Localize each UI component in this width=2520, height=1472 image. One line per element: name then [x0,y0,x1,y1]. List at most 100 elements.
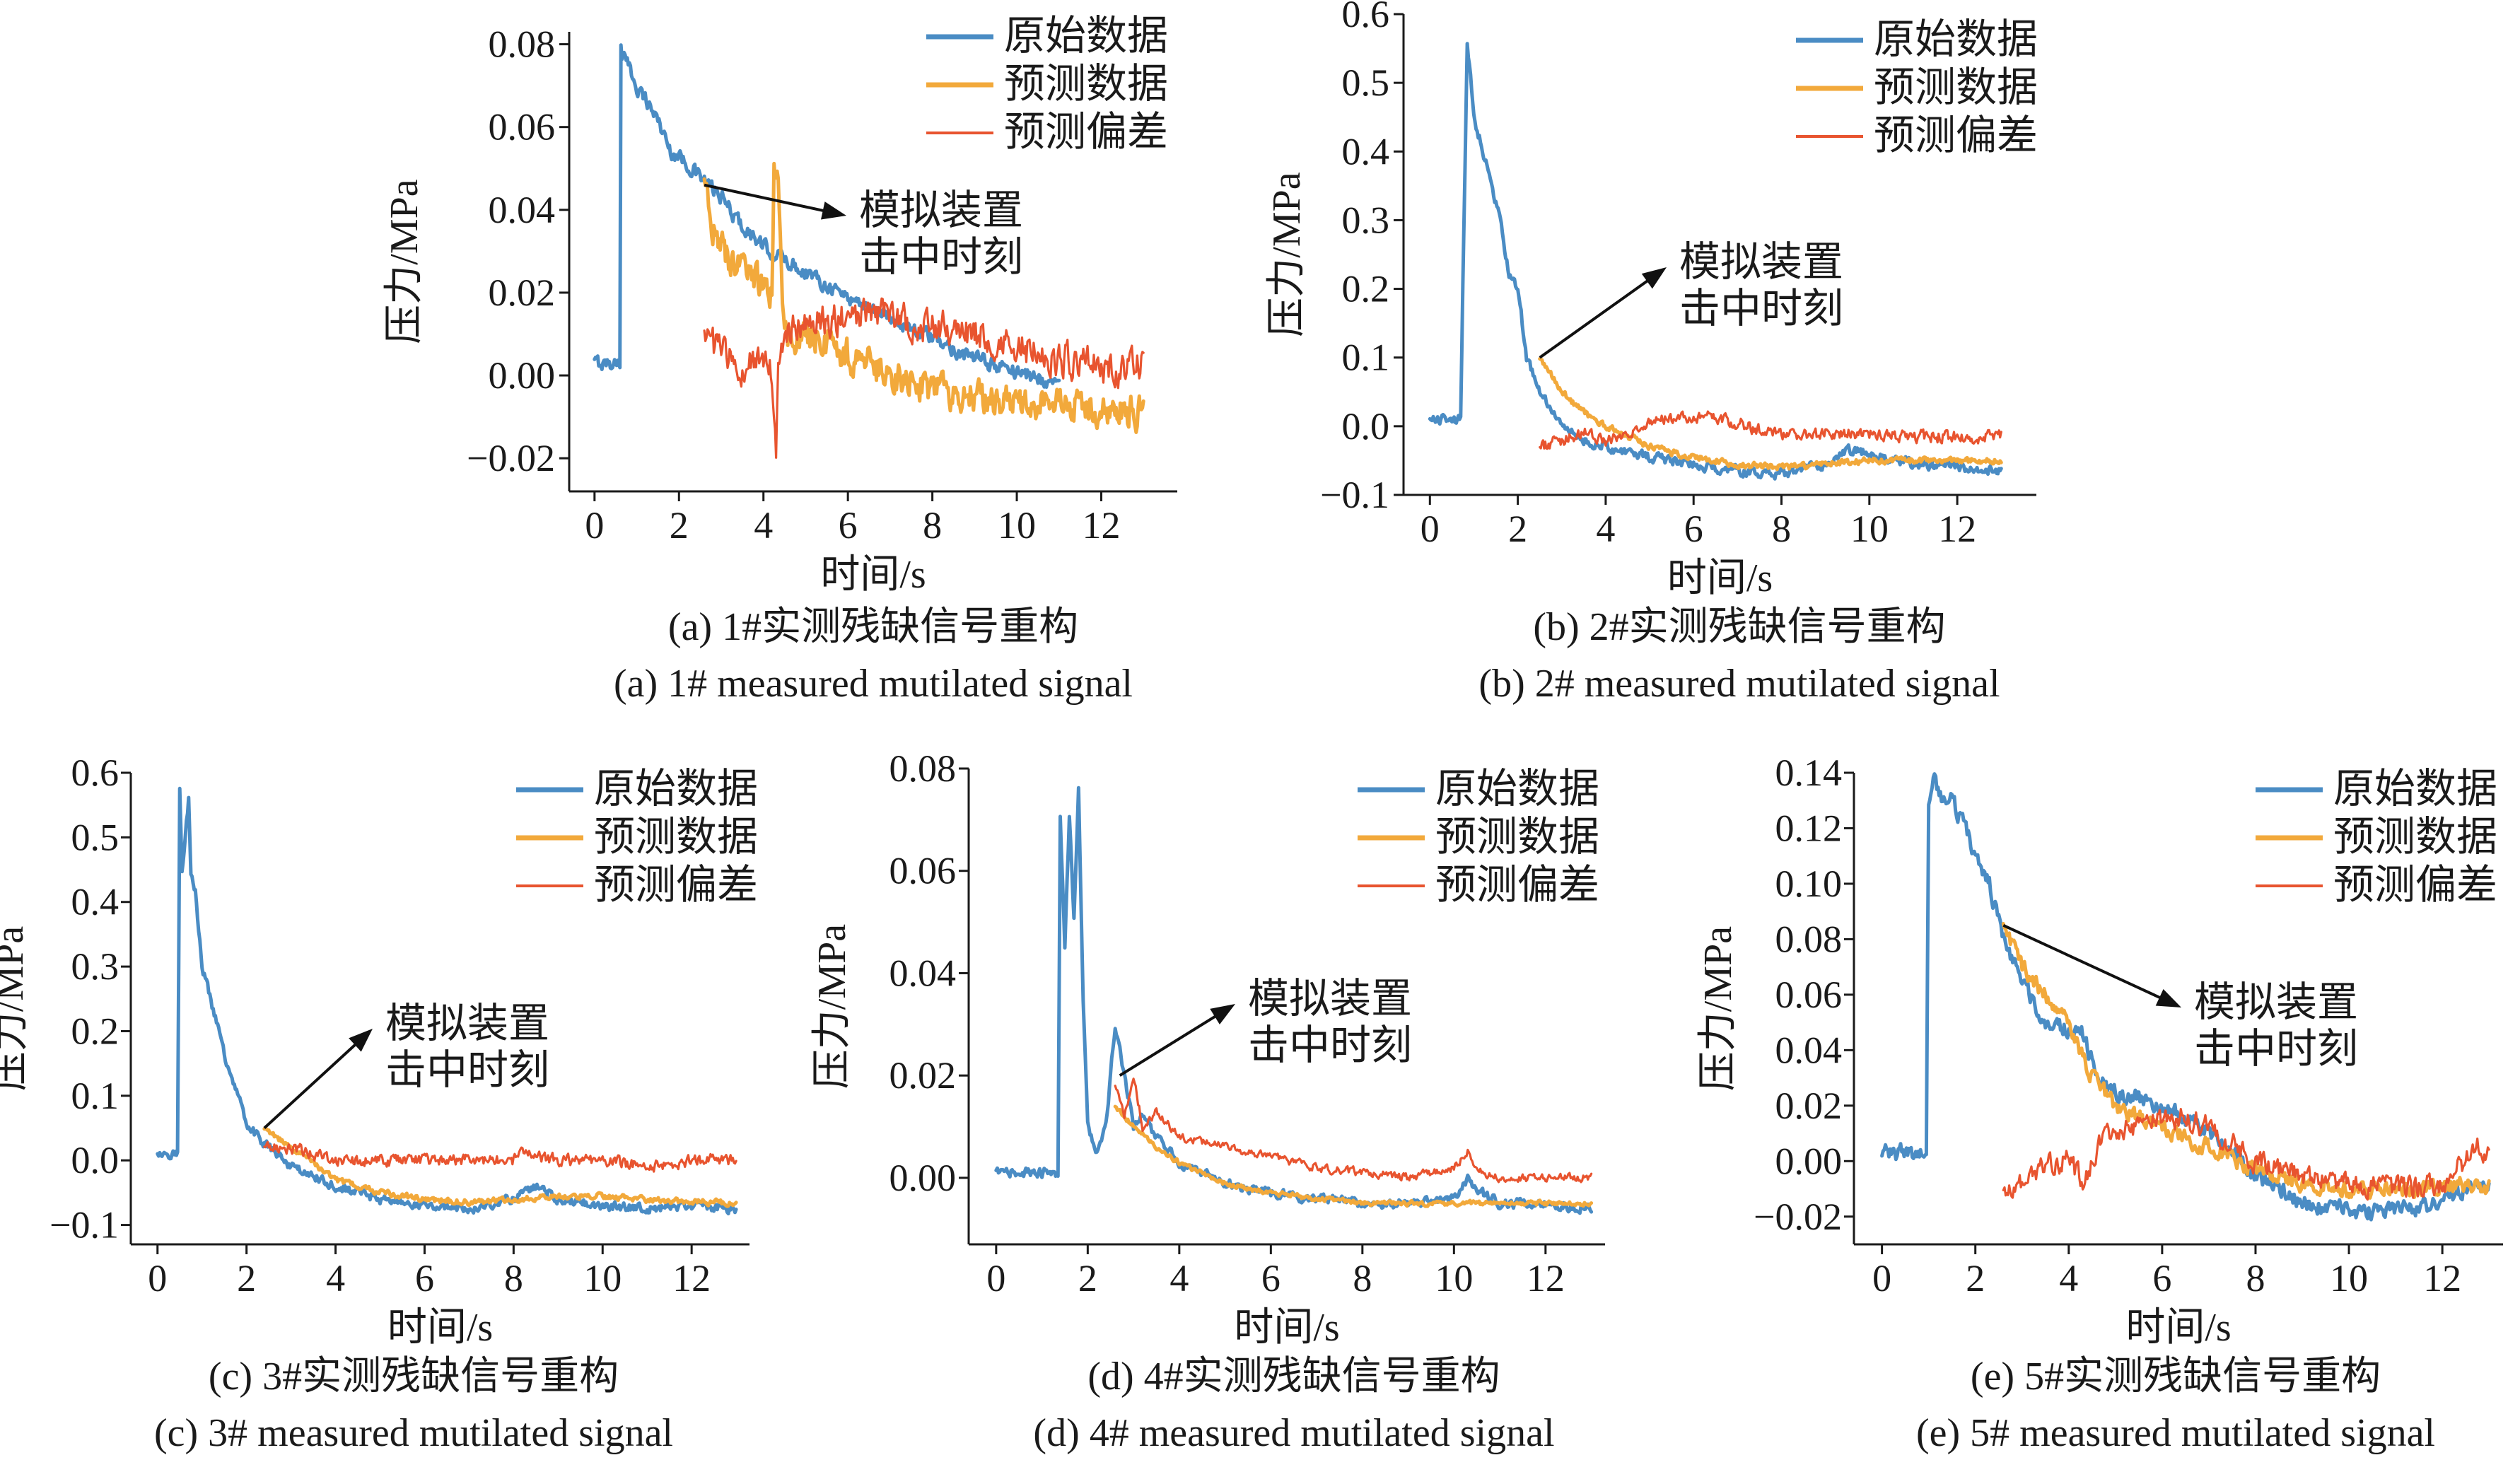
x-axis-title: 时间/s [2125,1306,2231,1350]
legend-label: 预测偏差 [1004,109,1168,155]
y-tick-label: −0.02 [1754,1196,1842,1238]
x-tick-label: 2 [237,1257,256,1299]
y-axis-title: 压力/MPa [383,179,426,344]
x-tick-label: 6 [1261,1257,1281,1299]
annotation-arrow [1119,1011,1222,1077]
x-axis-title: 时间/s [1234,1306,1339,1350]
legend-label: 预测数据 [1004,61,1168,107]
y-axis-title: 压力/MPa [810,924,854,1089]
caption-en: (a) 1# measured mutilated signal [614,662,1133,706]
x-tick-label: 8 [504,1257,523,1299]
series-line-deviation [263,1140,737,1173]
y-tick-label: 0.08 [1775,918,1843,960]
series-line-original [593,43,1061,389]
y-tick-label: 0.2 [71,1010,119,1052]
legend-label: 预测数据 [1874,64,2038,110]
annotation-arrowhead [349,1029,373,1052]
caption-cn: (c) 3#实测残缺信号重构 [209,1355,619,1398]
y-tick-label: 0.02 [489,271,556,314]
y-tick-label: 0.0 [1342,405,1390,448]
x-tick-label: 10 [1435,1257,1473,1299]
y-tick-label: 0.00 [889,1157,957,1199]
annotation-arrowhead [2155,988,2181,1007]
legend-label: 预测数据 [1435,814,1599,860]
y-tick-label: 0.12 [1775,807,1843,849]
x-axis-title: 时间/s [1667,556,1773,600]
x-tick-label: 4 [754,504,773,547]
annotation-arrowhead [1641,267,1667,289]
x-tick-label: 12 [1083,504,1121,547]
x-tick-label: 0 [1421,508,1440,550]
annotation-text: 击中时刻 [1679,286,1843,332]
legend-label: 预测偏差 [2333,862,2497,908]
caption-en: (b) 2# measured mutilated signal [1478,662,2000,706]
y-tick-label: 0.06 [489,106,556,148]
y-tick-label: 0.5 [1342,62,1390,104]
annotation-text: 模拟装置 [1248,976,1412,1022]
x-tick-label: 10 [583,1257,622,1299]
y-tick-label: −0.02 [467,437,555,479]
annotation-text: 击中时刻 [2194,1026,2358,1072]
series-line-deviation [2002,1107,2490,1201]
series-line-deviation [1114,1077,1593,1184]
series-line-deviation [703,297,1145,459]
panel-b: 0 2 4 6 8 10 12 −0.1 0.0 0.1 0.2 0.3 0.4 0.5 0.6 时间/s 压力… [1265,0,2038,706]
y-tick-label: 0.04 [1775,1029,1843,1071]
y-axis-title: 压力/MPa [0,926,32,1091]
caption-en: (c) 3# measured mutilated signal [154,1411,673,1455]
x-tick-label: 4 [1596,508,1615,550]
y-tick-label: 0.5 [71,816,119,858]
x-tick-label: 4 [1169,1257,1189,1299]
panel-c: 0 2 4 6 8 10 12 −0.1 0.0 0.1 0.2 0.3 0.4 0.5 0.6 时间/s 压力… [0,752,758,1455]
x-tick-label: 12 [2423,1257,2461,1299]
x-tick-label: 0 [986,1257,1005,1299]
caption-en: (d) 4# measured mutilated signal [1033,1411,1554,1455]
y-axis-title: 压力/MPa [1696,926,1740,1091]
legend-label: 原始数据 [594,766,758,812]
x-tick-label: 6 [1684,508,1703,550]
legend-label: 原始数据 [1874,16,2038,62]
y-tick-label: 0.3 [1342,199,1390,241]
legend-label: 预测偏差 [1435,862,1599,908]
y-tick-label: −0.1 [49,1204,119,1246]
caption-en: (e) 5# measured mutilated signal [1916,1411,2435,1455]
x-tick-label: 0 [148,1257,167,1299]
annotation-arrow [1539,276,1654,359]
x-tick-label: 0 [1872,1257,1891,1299]
y-tick-label: 0.6 [71,752,119,794]
annotation-arrowhead [821,201,846,220]
panel-e: 0 2 4 6 8 10 12 −0.02 0.00 0.02 0.04 0.06 0.08 0.10 0.… [1696,752,2503,1455]
caption-cn: (d) 4#实测残缺信号重构 [1087,1355,1500,1398]
legend-label: 预测偏差 [594,862,758,908]
x-tick-label: 2 [1078,1257,1097,1299]
legend-label: 预测数据 [2333,814,2497,860]
y-tick-label: 0.04 [889,952,957,994]
x-tick-label: 2 [670,504,689,547]
caption-cn: (e) 5#实测残缺信号重构 [1971,1355,2381,1398]
x-tick-label: 8 [1772,508,1791,550]
x-tick-label: 6 [2152,1257,2171,1299]
annotation-text: 击中时刻 [1248,1022,1412,1068]
annotation-text: 模拟装置 [385,1000,549,1046]
y-tick-label: 0.00 [1775,1140,1843,1182]
y-tick-label: 0.06 [889,850,957,892]
y-tick-label: 0.2 [1342,268,1390,310]
y-tick-label: −0.1 [1320,474,1389,516]
y-tick-label: 0.00 [489,354,556,397]
y-tick-label: 0.14 [1775,752,1843,794]
legend-label: 预测偏差 [1874,112,2038,158]
x-tick-label: 12 [1527,1257,1565,1299]
x-tick-label: 10 [1850,508,1889,550]
x-tick-label: 4 [326,1257,345,1299]
annotation-text: 模拟装置 [1679,239,1843,285]
legend-label: 原始数据 [2333,766,2497,812]
legend-label: 预测数据 [594,814,758,860]
x-tick-label: 8 [1353,1257,1372,1299]
series-line-predicted [1538,357,2003,472]
x-tick-label: 4 [2059,1257,2078,1299]
y-tick-label: 0.4 [71,881,119,923]
y-tick-label: 0.10 [1775,863,1843,905]
x-tick-label: 10 [2330,1257,2368,1299]
annotation-text: 击中时刻 [859,234,1023,280]
